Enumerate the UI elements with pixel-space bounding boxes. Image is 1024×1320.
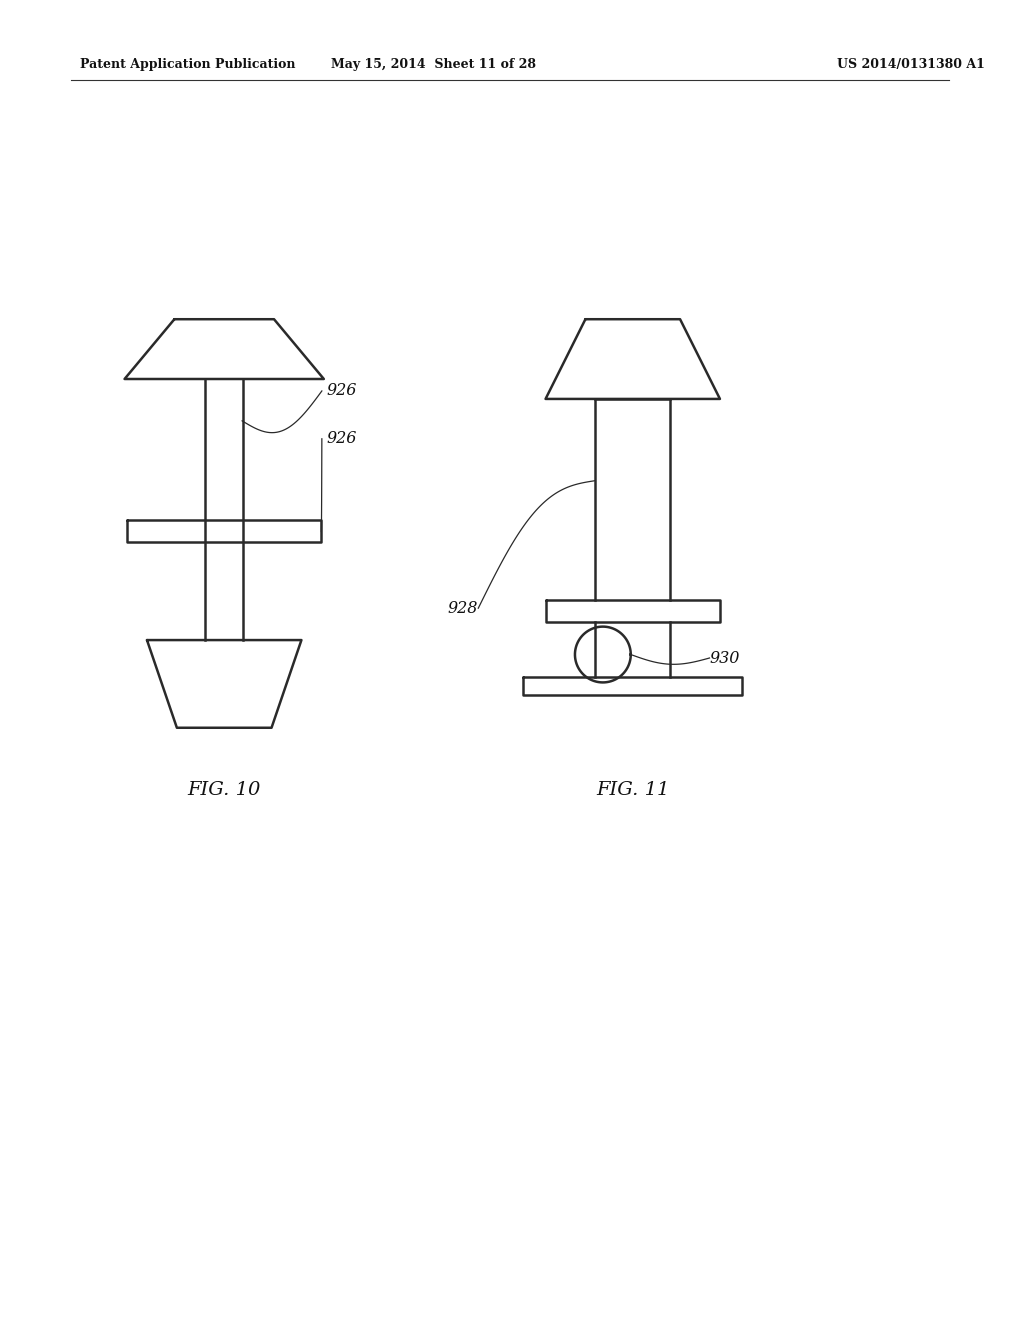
Text: 930: 930 [710, 649, 740, 667]
Text: US 2014/0131380 A1: US 2014/0131380 A1 [837, 58, 985, 71]
Text: FIG. 10: FIG. 10 [187, 780, 261, 799]
Text: May 15, 2014  Sheet 11 of 28: May 15, 2014 Sheet 11 of 28 [331, 58, 536, 71]
Text: 926: 926 [327, 430, 357, 447]
Text: 928: 928 [447, 599, 478, 616]
Text: 926: 926 [327, 383, 357, 400]
Text: Patent Application Publication: Patent Application Publication [80, 58, 295, 71]
Text: FIG. 11: FIG. 11 [596, 780, 670, 799]
